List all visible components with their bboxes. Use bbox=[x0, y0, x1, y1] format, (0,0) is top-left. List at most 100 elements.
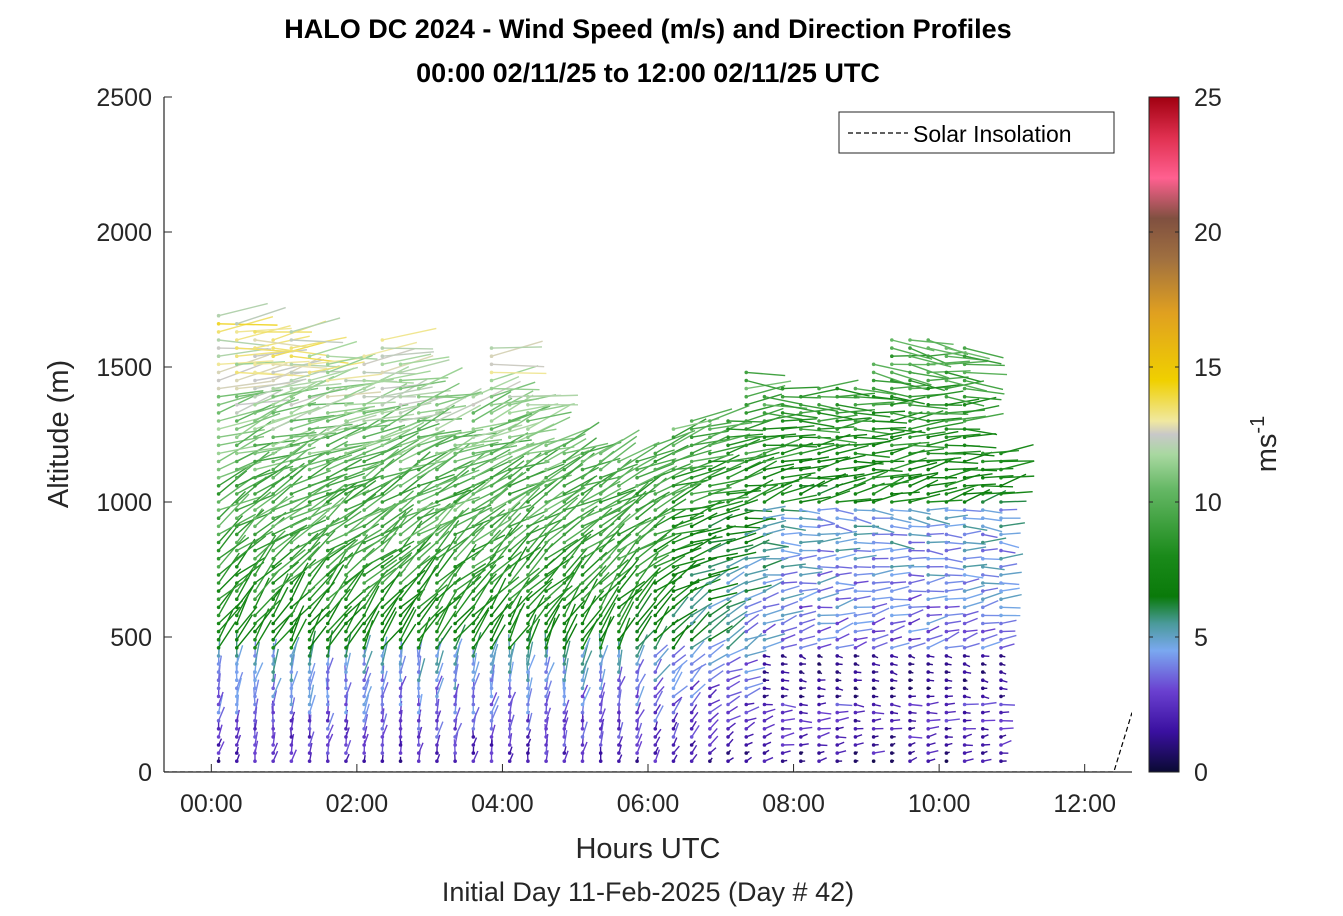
wind-vector-point bbox=[999, 476, 1003, 480]
wind-vector-point bbox=[653, 695, 657, 699]
wind-vector-point bbox=[326, 743, 330, 747]
wind-vector-point bbox=[963, 638, 967, 642]
wind-vector-point bbox=[435, 492, 439, 496]
wind-vector-point bbox=[926, 735, 930, 739]
wind-vector-point bbox=[544, 759, 548, 763]
wind-vector-point bbox=[526, 662, 530, 666]
wind-vector-point bbox=[872, 525, 876, 529]
wind-vector-point bbox=[599, 638, 603, 642]
wind-vector-point bbox=[726, 727, 730, 731]
wind-vector-point bbox=[926, 646, 930, 650]
wind-vector-point bbox=[381, 363, 385, 367]
wind-vector-point bbox=[217, 606, 221, 610]
wind-vector-point bbox=[963, 654, 967, 658]
wind-vector-point bbox=[362, 516, 366, 520]
wind-vector bbox=[855, 567, 871, 568]
wind-vector-point bbox=[744, 565, 748, 569]
wind-vector-point bbox=[672, 597, 676, 601]
wind-vector-point bbox=[999, 622, 1003, 626]
wind-vector-point bbox=[890, 387, 894, 391]
wind-vector-point bbox=[890, 500, 894, 504]
wind-vector-point bbox=[744, 759, 748, 763]
wind-vector-point bbox=[872, 759, 876, 763]
wind-vector-point bbox=[599, 614, 603, 618]
wind-vector-point bbox=[799, 670, 803, 674]
wind-vector-point bbox=[763, 687, 767, 691]
wind-vector-point bbox=[490, 630, 494, 634]
wind-vector-point bbox=[817, 460, 821, 464]
wind-vector-point bbox=[799, 533, 803, 537]
wind-vector-point bbox=[744, 727, 748, 731]
wind-vector-point bbox=[617, 622, 621, 626]
wind-vector-point bbox=[399, 427, 403, 431]
wind-vector-point bbox=[872, 711, 876, 715]
wind-vector-point bbox=[326, 581, 330, 585]
wind-vector-point bbox=[744, 751, 748, 755]
wind-vector-point bbox=[672, 427, 676, 431]
wind-vector-point bbox=[290, 557, 294, 561]
wind-vector-point bbox=[726, 735, 730, 739]
wind-vector-point bbox=[708, 646, 712, 650]
wind-vector bbox=[545, 633, 546, 656]
wind-vector-point bbox=[308, 452, 312, 456]
wind-vector-point bbox=[435, 687, 439, 691]
wind-vector-point bbox=[490, 444, 494, 448]
wind-vector-point bbox=[799, 444, 803, 448]
wind-vector-point bbox=[926, 630, 930, 634]
wind-vector-point bbox=[490, 711, 494, 715]
wind-vector-point bbox=[781, 614, 785, 618]
y-tick-label: 1500 bbox=[96, 354, 152, 382]
wind-vector-point bbox=[399, 678, 403, 682]
wind-vector-point bbox=[854, 606, 858, 610]
wind-vector-point bbox=[744, 500, 748, 504]
wind-vector-point bbox=[963, 379, 967, 383]
wind-vector-point bbox=[453, 614, 457, 618]
wind-vector-point bbox=[235, 533, 239, 537]
wind-vector-point bbox=[490, 435, 494, 439]
wind-vector-point bbox=[635, 630, 639, 634]
wind-vector-point bbox=[908, 427, 912, 431]
wind-vector-point bbox=[835, 654, 839, 658]
wind-vector-point bbox=[999, 484, 1003, 488]
wind-vector-point bbox=[835, 581, 839, 585]
wind-vector-point bbox=[781, 597, 785, 601]
wind-vector-point bbox=[763, 460, 767, 464]
wind-vector-point bbox=[781, 508, 785, 512]
wind-vector-point bbox=[290, 525, 294, 529]
wind-vector-point bbox=[472, 452, 476, 456]
wind-vector-point bbox=[835, 662, 839, 666]
wind-vector-point bbox=[472, 687, 476, 691]
wind-vector-point bbox=[453, 444, 457, 448]
wind-vector-point bbox=[271, 743, 275, 747]
wind-vector-point bbox=[744, 435, 748, 439]
wind-vector-point bbox=[508, 751, 512, 755]
wind-vector-point bbox=[690, 565, 694, 569]
wind-vector-point bbox=[708, 492, 712, 496]
wind-vector-point bbox=[344, 452, 348, 456]
wind-vector-point bbox=[235, 743, 239, 747]
wind-vector-point bbox=[472, 751, 476, 755]
wind-vector-point bbox=[835, 678, 839, 682]
wind-vector-point bbox=[890, 411, 894, 415]
wind-vector-point bbox=[817, 403, 821, 407]
wind-vector-point bbox=[672, 557, 676, 561]
wind-vector-point bbox=[599, 500, 603, 504]
wind-vector-point bbox=[453, 606, 457, 610]
wind-vector-point bbox=[435, 589, 439, 593]
wind-vector-point bbox=[744, 468, 748, 472]
wind-vector-point bbox=[763, 419, 767, 423]
wind-vector-point bbox=[417, 695, 421, 699]
wind-vector-point bbox=[435, 622, 439, 626]
wind-vector-point bbox=[472, 606, 476, 610]
wind-vector-point bbox=[926, 403, 930, 407]
wind-vector-point bbox=[490, 614, 494, 618]
wind-vector-point bbox=[690, 711, 694, 715]
wind-vector-point bbox=[890, 363, 894, 367]
wind-vector-point bbox=[362, 363, 366, 367]
wind-vector-point bbox=[945, 687, 949, 691]
wind-vector-point bbox=[926, 727, 930, 731]
wind-vector-point bbox=[726, 573, 730, 577]
wind-vector-point bbox=[926, 500, 930, 504]
